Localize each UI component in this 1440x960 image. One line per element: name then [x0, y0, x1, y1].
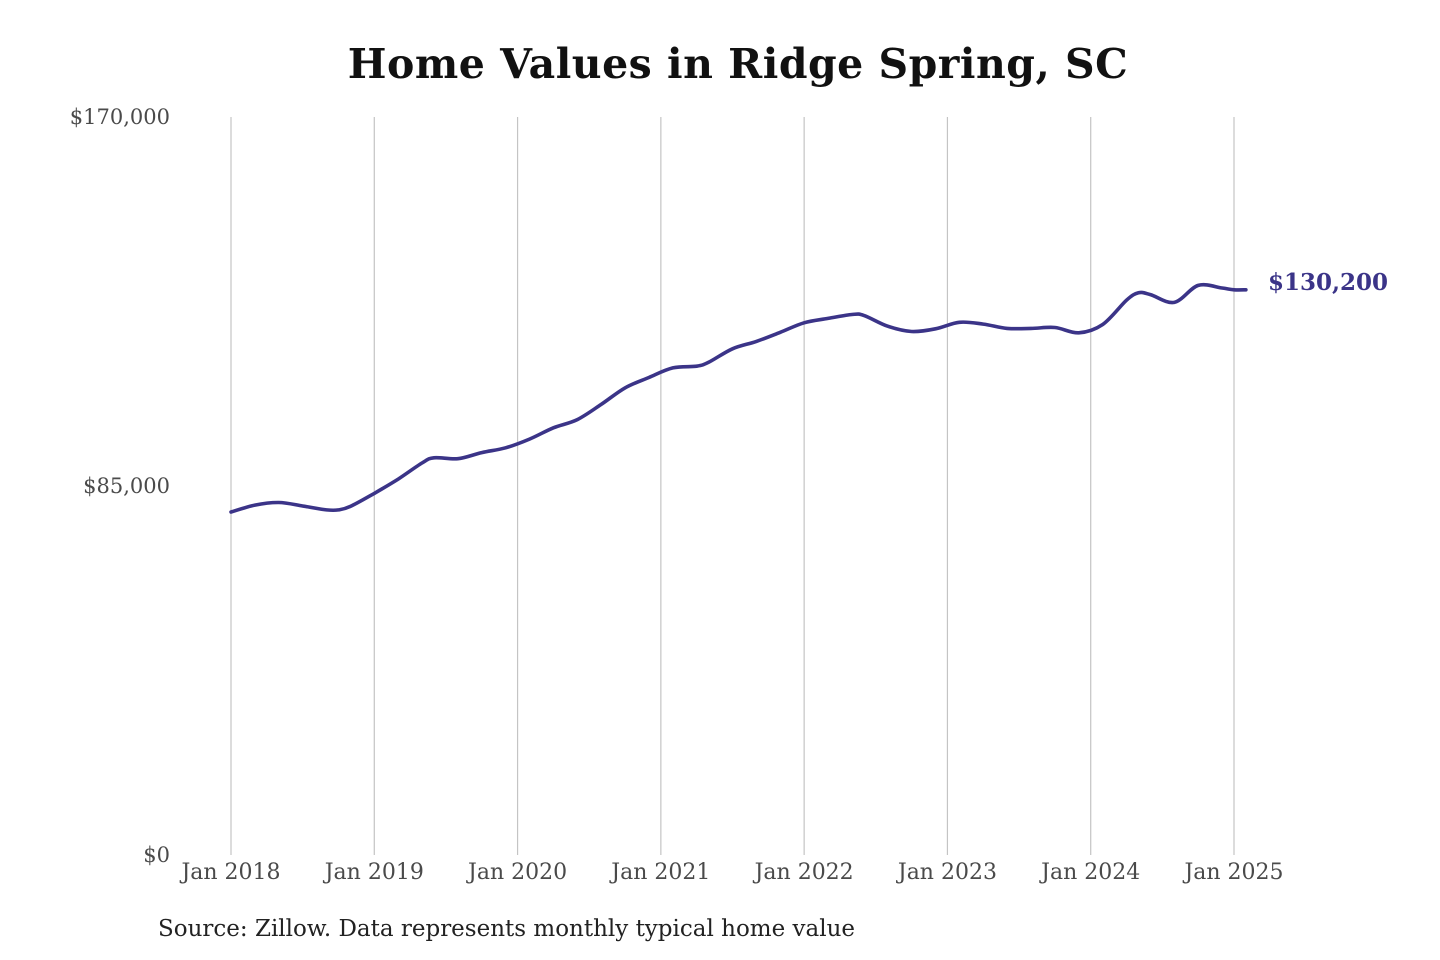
end-value-label: $130,200 [1268, 269, 1388, 296]
y-tick-label: $0 [143, 843, 170, 867]
x-tick-label: Jan 2019 [323, 860, 424, 885]
x-tick-label: Jan 2025 [1182, 860, 1283, 885]
chart-title: Home Values in Ridge Spring, SC [347, 40, 1129, 88]
y-tick-label: $170,000 [70, 105, 170, 129]
x-tick-label: Jan 2024 [1039, 860, 1140, 885]
source-note: Source: Zillow. Data represents monthly … [158, 916, 856, 942]
x-tick-label: Jan 2023 [896, 860, 997, 885]
x-tick-label: Jan 2020 [466, 860, 567, 885]
series-line [229, 282, 1248, 514]
y-tick-label: $85,000 [83, 474, 170, 498]
x-tick-label: Jan 2021 [609, 860, 710, 885]
x-tick-label: Jan 2022 [753, 860, 854, 885]
x-tick-label: Jan 2018 [179, 860, 280, 885]
